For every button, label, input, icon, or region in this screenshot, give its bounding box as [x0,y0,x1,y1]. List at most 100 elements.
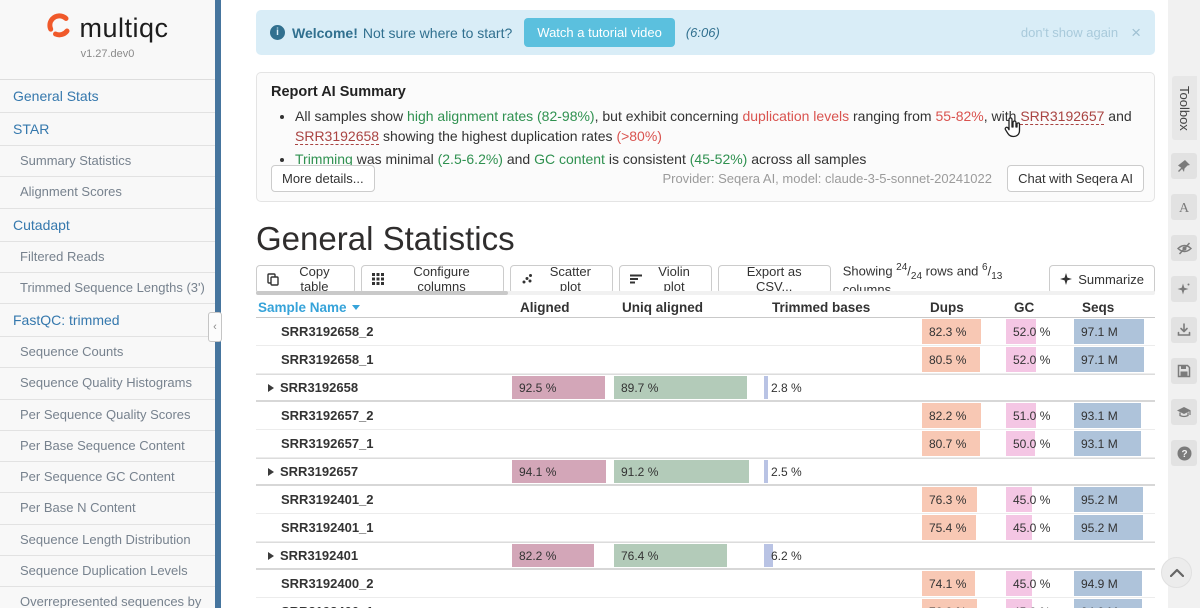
sidebar-item-sequence-duplication-levels[interactable]: Sequence Duplication Levels [0,554,215,586]
seqs-value: 95.2 M [1081,492,1118,507]
trimmed-cell [764,570,916,597]
uniq-cell [614,318,762,345]
ai-summary-bullets: All samples show high alignment rates (8… [271,107,1140,170]
sample-name-cell[interactable]: SRR3192657_1 [256,430,512,457]
more-details-button[interactable]: More details... [271,165,375,192]
sample-name-cell[interactable]: SRR3192657_2 [256,402,512,429]
sample-link[interactable]: SRR3192658 [295,127,380,145]
sidebar-collapse-handle[interactable]: ‹ [208,312,222,342]
ai-text-segment: was minimal [352,150,438,167]
ai-text-segment: (>80%) [616,127,662,144]
column-header-sample-name[interactable]: Sample Name [256,300,512,315]
dups-bar [922,487,977,512]
table-row: SRR3192658_2 82.3 % 52.0 % 97.1 M [256,318,1155,346]
toolbox-eye-slash-button[interactable] [1171,235,1197,261]
scrollbar-thumb[interactable] [256,291,508,295]
gc-value: 45.0 % [1013,492,1051,507]
toolbox-download-button[interactable] [1171,317,1197,343]
sidebar-item-sequence-counts[interactable]: Sequence Counts [0,336,215,367]
toolbox-highlight-text-button[interactable]: A [1171,194,1197,220]
seqs-bar [1074,319,1144,344]
sample-name-cell[interactable]: SRR3192401_1 [256,514,512,541]
column-header-uniq[interactable]: Uniq aligned [622,299,703,315]
summarize-button[interactable]: Summarize [1049,264,1155,294]
dups-cell: 76.3 % [922,486,994,513]
seqs-bar [1074,515,1143,540]
seqs-cell: 93.1 M [1074,430,1146,457]
sidebar-nav: General Stats STAR Summary Statistics Align… [0,79,215,608]
sidebar-item-general-stats[interactable]: General Stats [13,88,99,104]
sample-name-cell[interactable]: SRR3192658_2 [256,318,512,345]
column-header-trimmed[interactable]: Trimmed bases [772,299,871,315]
expand-caret-icon[interactable] [268,383,274,392]
column-header-seqs[interactable]: Seqs [1082,299,1115,315]
sample-name-cell[interactable]: SRR3192657 [256,459,512,484]
trimmed-cell [764,402,916,429]
uniq-value: 89.7 % [621,380,659,395]
highlight-text-icon: A [1177,200,1191,214]
sidebar-item-alignment-scores[interactable]: Alignment Scores [0,176,215,207]
sample-name-cell[interactable]: SRR3192658_1 [256,346,512,373]
sidebar-item-trimmed-sequence-lengths-3[interactable]: Trimmed Sequence Lengths (3') [0,271,215,303]
table-row: SRR3192658 92.5 % 89.7 % 2.8 % [256,374,1155,402]
chevron-up-icon [1169,565,1184,580]
sidebar-item-sequence-length-distribution[interactable]: Sequence Length Distribution [0,523,215,555]
close-icon[interactable]: × [1131,22,1141,42]
sidebar-item-star[interactable]: STAR [0,112,215,145]
toolbox-graduation-cap-button[interactable] [1171,399,1197,425]
sidebar-divider[interactable] [215,0,221,608]
sample-name-cell[interactable]: SRR3192658 [256,375,512,400]
column-header-gc[interactable]: GC [1014,299,1035,315]
sidebar-item-fastqc-trimmed[interactable]: FastQC: trimmed [0,303,215,336]
chat-with-seqera-button[interactable]: Chat with Seqera AI [1007,165,1144,192]
scatter-plot-button[interactable]: Scatter plot [510,264,613,294]
dont-show-again-link[interactable]: don't show again [1020,25,1119,40]
column-header-dups[interactable]: Dups [930,299,964,315]
sidebar-item-summary-statistics[interactable]: Summary Statistics [0,145,215,176]
violin-plot-button[interactable]: Violin plot [618,264,712,294]
dups-bar [922,515,977,540]
sample-link[interactable]: SRR3192657 [1020,108,1105,125]
logo-text: multiqc [79,13,169,43]
aligned-cell [512,346,612,373]
sample-name-cell[interactable]: SRR3192400_1 [256,598,512,608]
video-duration: (6:06) [685,25,720,40]
toolbox-pin-button[interactable] [1171,153,1197,179]
graduation-cap-icon [1176,406,1192,419]
toolbox-help-button[interactable]: ? [1171,440,1197,466]
toolbox-save-button[interactable] [1171,358,1197,384]
configure-columns-button[interactable]: Configure columns [360,264,505,294]
expand-caret-icon[interactable] [268,467,274,476]
ai-text-segment: duplication levels [742,108,850,124]
aligned-bar [512,544,595,567]
section-title: General Statistics [256,220,515,257]
gc-cell: 45.0 % [1006,598,1064,608]
general-stats-table: Sample Name Aligned Uniq aligned Trimmed b… [256,297,1155,608]
gc-value: 45.0 % [1013,520,1051,535]
trimmed-cell [764,486,916,513]
ai-text-segment: is consistent [604,150,690,167]
sidebar-item-per-base-n-content[interactable]: Per Base N Content [0,492,215,523]
sample-name-cell[interactable]: SRR3192400_2 [256,570,512,597]
scroll-to-top-button[interactable] [1161,557,1192,588]
sidebar-item-per-sequence-gc-content[interactable]: Per Sequence GC Content [0,461,215,492]
ai-text-segment: and [502,150,535,167]
sample-name-cell[interactable]: SRR3192401_2 [256,486,512,513]
sidebar-item-per-base-sequence-content[interactable]: Per Base Sequence Content [0,429,215,461]
dups-cell: 82.2 % [922,402,994,429]
column-header-aligned[interactable]: Aligned [520,299,570,315]
toolbox-sparkle-button[interactable] [1171,276,1197,302]
sidebar-item-filtered-reads[interactable]: Filtered Reads [0,240,215,272]
watch-tutorial-button[interactable]: Watch a tutorial video [524,18,675,47]
sidebar-item-sequence-quality-histograms[interactable]: Sequence Quality Histograms [0,367,215,398]
toolbox-tab[interactable]: Toolbox [1172,76,1197,140]
sidebar-item-cutadapt[interactable]: Cutadapt [0,207,215,241]
sample-name-cell[interactable]: SRR3192401 [256,543,512,568]
table-horizontal-scrollbar[interactable] [256,291,1155,295]
sidebar-item-overrepresented-sequences-by-sample[interactable]: Overrepresented sequences by sample [0,586,215,608]
copy-table-button[interactable]: Copy table [256,264,355,294]
expand-caret-icon[interactable] [268,551,274,560]
sidebar-item-per-sequence-quality-scores[interactable]: Per Sequence Quality Scores [0,398,215,430]
export-as-csv-button[interactable]: Export as CSV... [717,264,831,294]
seqs-value: 93.1 M [1081,408,1118,423]
